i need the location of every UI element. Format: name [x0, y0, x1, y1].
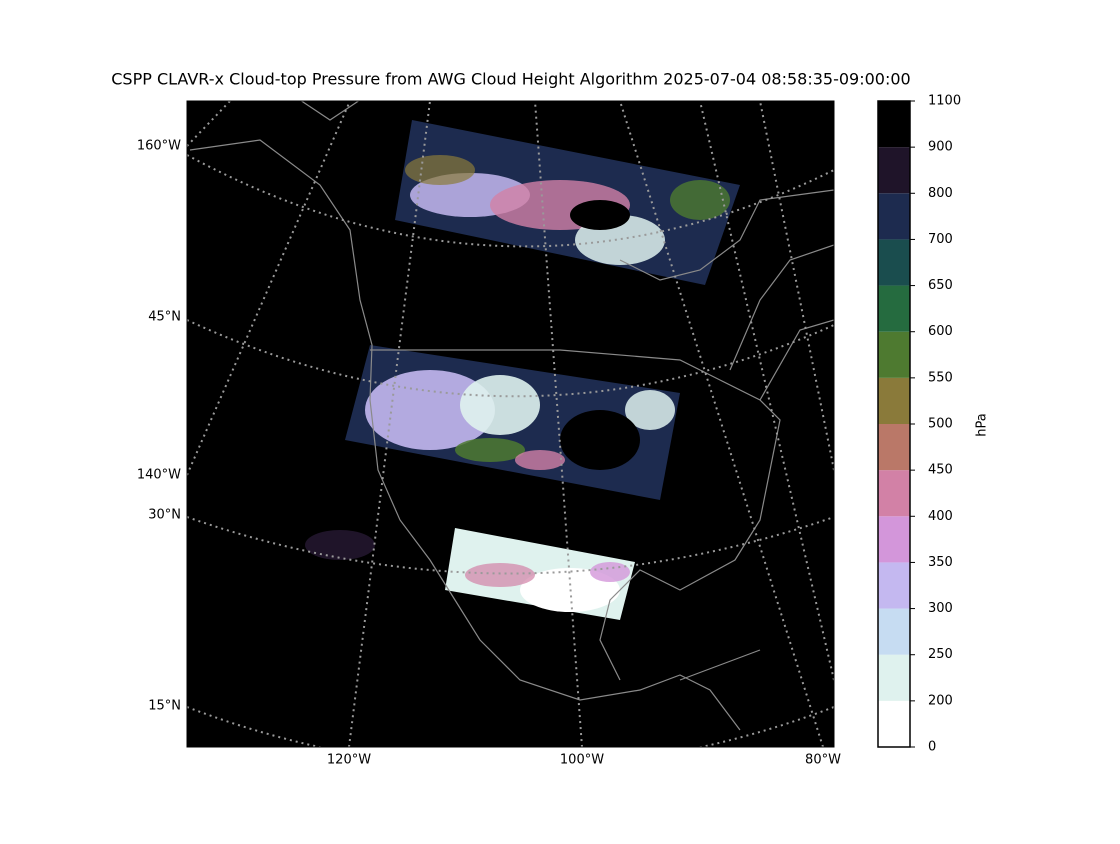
graticule — [187, 101, 834, 747]
map-label: 140°W — [137, 468, 181, 483]
colorbar-segment — [878, 285, 910, 332]
colorbar-segment — [878, 239, 910, 286]
map-label: 160°W — [137, 139, 181, 154]
colorbar-tick-label: 550 — [928, 370, 953, 385]
colorbar-tick-label: 350 — [928, 555, 953, 570]
colorbar-segment — [878, 101, 910, 148]
colorbar-segment — [878, 608, 910, 655]
colorbar-segment — [878, 424, 910, 471]
colorbar-segment — [878, 193, 910, 240]
colorbar-segment — [878, 147, 910, 194]
colorbar-tick-label: 0 — [928, 740, 936, 755]
colorbar-tick-label: 700 — [928, 232, 953, 247]
map-label: 100°W — [560, 753, 604, 768]
colorbar-tick-label: 300 — [928, 601, 953, 616]
colorbar-segment — [878, 516, 910, 563]
title: CSPP CLAVR-x Cloud-top Pressure from AWG… — [111, 70, 910, 89]
map-label: 45°N — [148, 310, 181, 325]
colorbar-tick-label: 450 — [928, 463, 953, 478]
colorbar-tick-label: 650 — [928, 278, 953, 293]
colorbar: hPa 0 200 250 300 350 400 450 500 550 600 650 700 80… — [877, 94, 990, 755]
colorbar-tick-label: 1100 — [928, 94, 961, 109]
colorbar-segment — [878, 654, 910, 701]
colorbar-segment — [878, 331, 910, 378]
map-label: 30°N — [148, 508, 181, 523]
map-label: 15°N — [148, 699, 181, 714]
colorbar-tick-label: 600 — [928, 324, 953, 339]
colorbar-segment — [878, 700, 910, 747]
map-label: 120°W — [327, 753, 371, 768]
colorbar-tick-label: 900 — [928, 140, 953, 155]
colorbar-label: hPa — [975, 413, 990, 436]
colorbar-segment — [878, 470, 910, 517]
colorbar-segment — [878, 377, 910, 424]
map: 160°W 45°N 140°W 30°N 15°N 120°W 100°W 8… — [137, 100, 841, 768]
colorbar-tick-label: 250 — [928, 647, 953, 662]
colorbar-tick-label: 500 — [928, 417, 953, 432]
map-label: 80°W — [805, 753, 841, 768]
colorbar-tick-label: 800 — [928, 186, 953, 201]
swath — [345, 345, 680, 500]
colorbar-tick-label: 400 — [928, 509, 953, 524]
map-frame — [186, 100, 835, 748]
colorbar-segment — [878, 562, 910, 609]
colorbar-tick-label: 200 — [928, 693, 953, 708]
